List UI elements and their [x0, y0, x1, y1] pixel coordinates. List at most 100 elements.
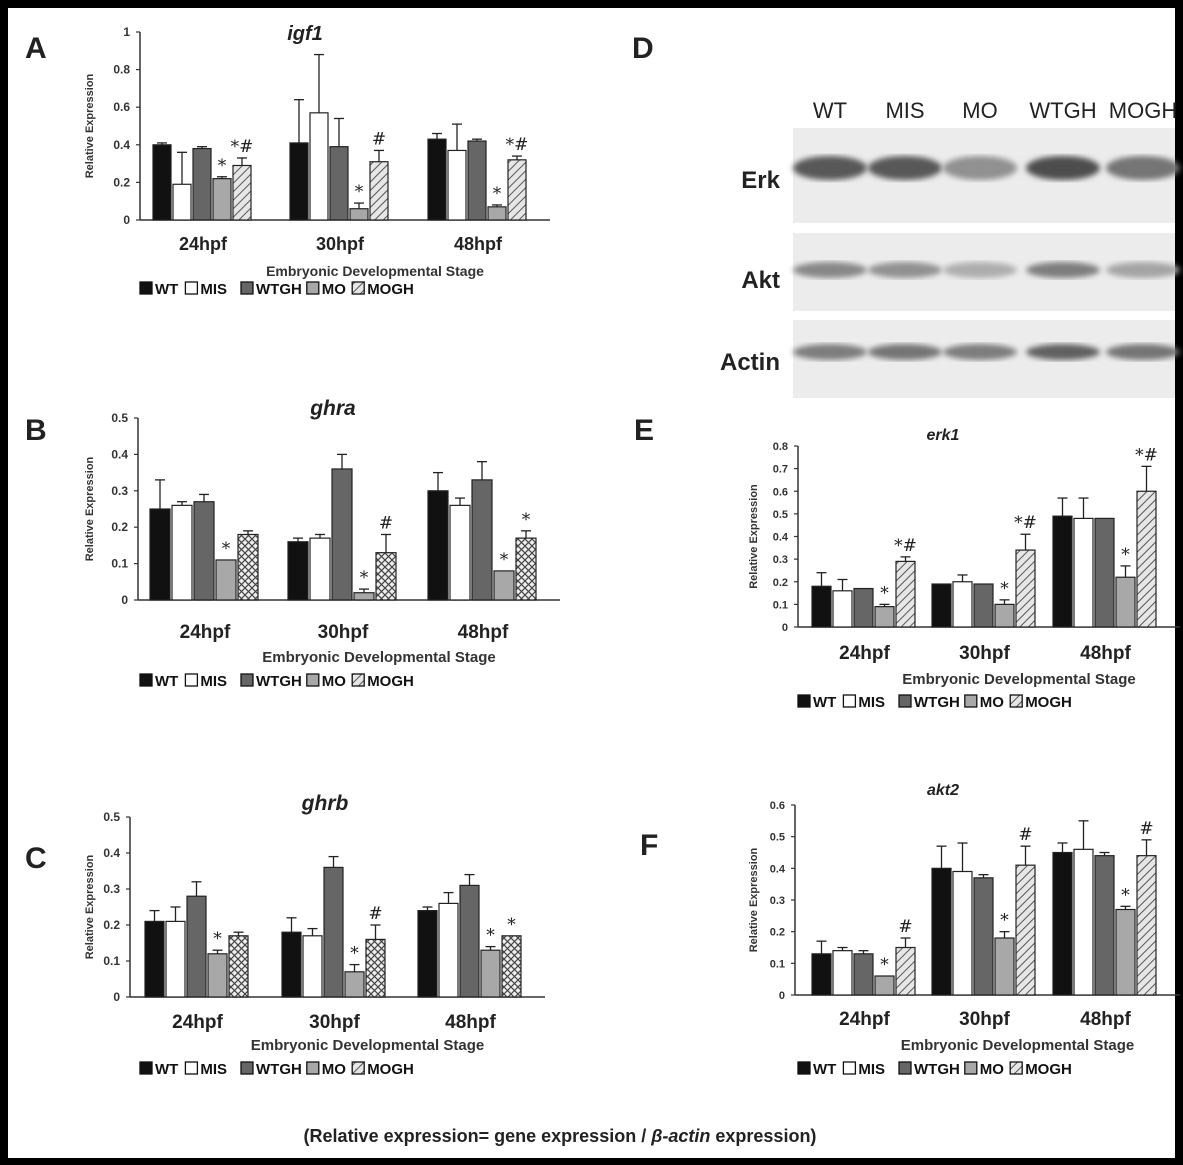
legend-swatch-wtgh — [898, 694, 912, 708]
chart-title: igf1 — [287, 23, 323, 45]
legend-swatch-mogh — [351, 673, 365, 687]
category-label: 30hpf — [318, 622, 369, 643]
significance-mark: * — [1000, 911, 1009, 931]
legend-swatch-wt — [797, 694, 811, 708]
lane-label: WT — [813, 98, 847, 123]
bar-wt-24hpf — [149, 508, 171, 601]
legend-swatch-mis — [184, 673, 199, 687]
y-tick-label: 0 — [123, 213, 130, 227]
legend-label: WT — [813, 694, 836, 711]
legend-swatch-wtgh — [240, 1061, 254, 1075]
bar-wt-30hpf — [931, 867, 952, 996]
significance-mark: *# — [231, 137, 254, 157]
legend-label: MIS — [200, 281, 227, 298]
legend-label: MOGH — [1025, 694, 1072, 711]
y-tick-label: 0.2 — [113, 175, 130, 189]
legend-label: MOGH — [367, 673, 414, 690]
legend-swatch-mo — [964, 694, 978, 708]
bar-wt-30hpf — [287, 541, 309, 601]
bar-wtgh-24hpf — [186, 895, 207, 998]
y-tick-label: 0.7 — [773, 464, 788, 476]
bar-mis-24hpf — [171, 504, 193, 601]
bar-mis-30hpf — [302, 935, 323, 998]
category-label: 48hpf — [458, 622, 509, 643]
category-label: 48hpf — [445, 1012, 496, 1033]
blot-band — [868, 344, 942, 360]
bar-mis-24hpf — [832, 590, 853, 628]
legend-label: WT — [155, 673, 178, 690]
category-label: 48hpf — [1080, 1009, 1131, 1030]
category-label: 30hpf — [959, 1009, 1010, 1030]
blot-band — [868, 262, 942, 278]
bar-wtgh-24hpf — [853, 953, 874, 996]
blot-band — [1026, 262, 1100, 278]
y-tick-label: 0.4 — [770, 863, 786, 875]
legend-label: MO — [980, 694, 1004, 711]
significance-mark: * — [522, 510, 531, 530]
bar-mis-48hpf — [438, 902, 459, 998]
blot-row-label: Akt — [741, 267, 780, 294]
legend-swatch-wt — [139, 1061, 153, 1075]
bar-wt-24hpf — [144, 920, 165, 998]
y-tick-label: 0.8 — [113, 63, 130, 77]
bar-mo-30hpf — [349, 208, 369, 221]
legend-swatch-mogh — [351, 281, 365, 295]
y-axis-label: Relative Expression — [748, 847, 760, 952]
bar-mo-24hpf — [215, 559, 237, 601]
blot-band — [793, 344, 867, 360]
legend-label: WTGH — [256, 1061, 302, 1078]
chart-title: erk1 — [927, 427, 960, 444]
lane-label: MOGH — [1109, 98, 1177, 123]
bar-mogh-30hpf — [1015, 864, 1036, 996]
significance-mark: * — [1000, 579, 1009, 599]
y-tick-label: 0.4 — [773, 532, 789, 544]
significance-mark: * — [350, 944, 359, 964]
category-label: 30hpf — [316, 234, 365, 254]
y-tick-label: 0.6 — [773, 486, 788, 498]
bar-mogh-30hpf — [365, 938, 386, 998]
y-tick-label: 0.4 — [103, 846, 120, 860]
legend-swatch-wt — [139, 673, 153, 687]
y-tick-label: 0.4 — [113, 138, 130, 152]
legend-swatch-mis — [184, 281, 199, 295]
legend-swatch-mis — [842, 1061, 857, 1075]
bar-mis-30hpf — [309, 112, 329, 221]
y-tick-label: 0 — [779, 990, 785, 1002]
bar-wtgh-30hpf — [973, 877, 994, 996]
y-tick-label: 0.2 — [111, 520, 128, 534]
y-tick-label: 0.5 — [770, 832, 785, 844]
significance-mark: *# — [1014, 513, 1037, 533]
bar-mo-24hpf — [874, 975, 895, 996]
y-tick-label: 1 — [123, 25, 130, 39]
legend-label: MIS — [200, 673, 227, 690]
bar-mis-48hpf — [1073, 517, 1094, 628]
blot-band — [943, 344, 1017, 360]
significance-mark: * — [360, 568, 369, 588]
significance-mark: # — [368, 904, 382, 924]
bar-mogh-48hpf — [515, 537, 537, 601]
blot-row-label: Actin — [720, 349, 780, 376]
y-tick-label: 0.5 — [773, 509, 788, 521]
y-tick-label: 0.2 — [770, 927, 785, 939]
y-tick-label: 0.3 — [111, 484, 128, 498]
legend: WT MIS WTGH MO MOGH — [797, 1061, 1072, 1078]
panel-letter: C — [25, 842, 47, 875]
bar-mo-48hpf — [1115, 908, 1136, 996]
significance-mark: # — [898, 917, 912, 937]
significance-mark: * — [1121, 545, 1130, 565]
legend-label: MO — [980, 1061, 1004, 1078]
panel-letter: F — [640, 829, 658, 862]
legend: WT MIS WTGH MO MOGH — [139, 673, 414, 690]
bar-wt-30hpf — [931, 583, 952, 628]
significance-mark: * — [493, 184, 502, 204]
legend-label: MOGH — [367, 1061, 414, 1078]
bar-mo-48hpf — [480, 949, 501, 998]
bar-mo-30hpf — [344, 971, 365, 998]
bar-wt-24hpf — [811, 953, 832, 996]
bar-mis-30hpf — [952, 581, 973, 628]
blot-band — [1026, 156, 1100, 180]
category-label: 24hpf — [172, 1012, 223, 1033]
bar-mogh-30hpf — [369, 161, 389, 221]
